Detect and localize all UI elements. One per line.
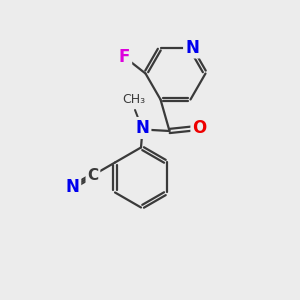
Text: N: N (185, 38, 199, 56)
Text: N: N (65, 178, 79, 196)
Text: O: O (192, 119, 207, 137)
Text: C: C (87, 168, 98, 183)
Text: CH₃: CH₃ (122, 93, 145, 106)
Text: N: N (136, 119, 149, 137)
Text: F: F (119, 48, 130, 66)
